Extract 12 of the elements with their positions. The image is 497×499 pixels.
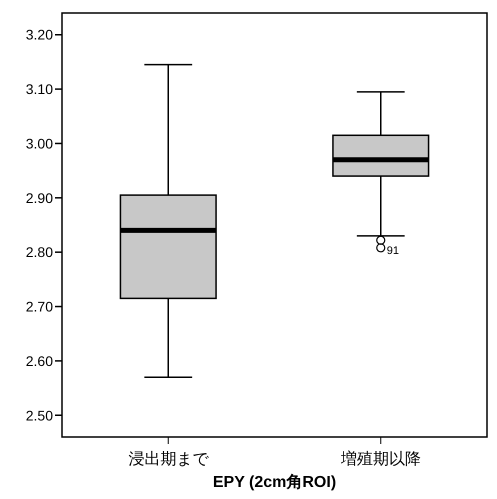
y-tick-label: 3.00: [26, 135, 54, 152]
y-tick-label: 2.80: [26, 244, 54, 260]
y-tick-label: 2.70: [26, 298, 54, 315]
y-tick-label: 3.20: [26, 26, 54, 43]
y-tick-label: 2.50: [26, 407, 54, 424]
x-axis-title: EPY (2cm角ROI): [212, 473, 336, 491]
y-tick-label: 2.90: [26, 190, 54, 206]
x-tick-label: 浸出期まで: [128, 450, 210, 468]
annotation: 91: [386, 244, 399, 257]
y-tick-label: 2.60: [26, 352, 54, 369]
x-tick-label: 増殖期以降: [340, 450, 421, 468]
y-tick-label: 3.10: [26, 81, 54, 98]
